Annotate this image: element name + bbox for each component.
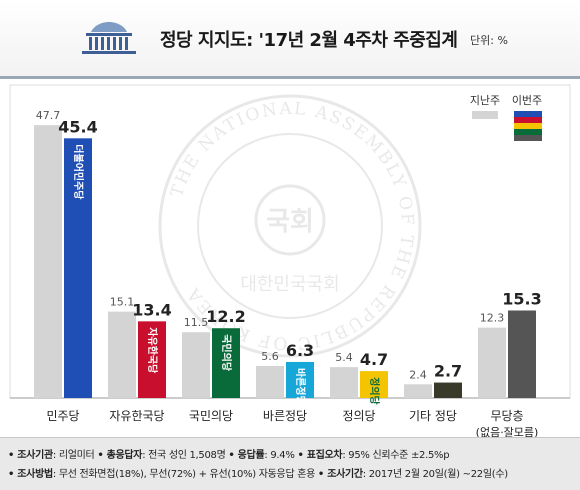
watermark-seal-circle (254, 184, 326, 256)
category-label: 자유한국당 (109, 409, 164, 423)
survey-info-value: : 리얼미터 (52, 450, 98, 461)
data-label-last-week: 5.6 (261, 350, 279, 363)
bar-last-week (108, 311, 136, 398)
data-label-last-week: 47.7 (36, 109, 61, 122)
watermark-inner-ring (197, 133, 383, 319)
data-label-this-week: 12.2 (206, 307, 245, 326)
legend-swatch-stripe (514, 135, 542, 141)
page-title: 정당 지지도: '17년 2월 4주차 주중집계 (160, 30, 458, 51)
category-label: 민주당 (46, 409, 79, 423)
category-label: 무당층 (490, 409, 523, 423)
survey-info-value: : 전국 성인 1,508명 (142, 450, 229, 461)
watermark-inner-text: 대한민국국회 (240, 274, 339, 295)
category-label: 국민의당 (189, 409, 233, 423)
bar-last-week (404, 384, 432, 398)
survey-info-label: • 표집오차 (297, 450, 343, 461)
bar-last-week (478, 327, 506, 398)
bar-last-week (330, 367, 358, 398)
survey-info-label: • 조사기관 (8, 450, 53, 461)
survey-info-label: • 조사기간 (317, 469, 363, 480)
legend-swatch-stripe (514, 129, 542, 135)
category-label: 바른정당 (263, 409, 307, 423)
watermark-seal-text: 국회 (266, 207, 314, 237)
party-logo: 바른정당 (294, 368, 307, 406)
data-label-this-week: 13.4 (132, 300, 171, 319)
bar-last-week (34, 125, 62, 398)
data-label-last-week: 15.1 (110, 296, 135, 309)
bar-this-week (64, 138, 92, 398)
category-label: 정의당 (342, 409, 375, 423)
data-label-this-week: 6.3 (286, 341, 314, 360)
data-label-last-week: 5.4 (335, 351, 353, 364)
survey-info-value: : 2017년 2월 20일(월) ~22일(수) (362, 469, 508, 480)
bar-this-week (360, 371, 388, 398)
survey-info-label: • 응답률 (228, 450, 265, 461)
survey-info-value: : 95% 신뢰수준 ±2.5%p (342, 450, 450, 461)
legend-swatch-this-week (514, 111, 542, 141)
data-label-last-week: 2.4 (409, 368, 427, 381)
survey-info-footer: • 조사기관: 리얼미터 • 총응답자: 전국 성인 1,508명 • 응답률:… (0, 437, 580, 490)
header-divider (0, 76, 580, 79)
bar-this-week (212, 328, 240, 398)
party-logo: 더불어민주당 (72, 144, 85, 200)
header: 정당 지지도: '17년 2월 4주차 주중집계 단위: % (0, 0, 580, 76)
bar-this-week (508, 310, 536, 398)
legend-swatch-stripe (514, 123, 542, 129)
survey-info-line-2: • 조사방법: 무선 전화면접(18%), 무선(72%) + 유선(10%) … (8, 465, 508, 480)
category-sublabel: (없음·잘모름) (476, 426, 539, 437)
bar-last-week (256, 365, 284, 398)
data-label-this-week: 15.3 (502, 289, 541, 308)
survey-info-label: • 총응답자 (97, 450, 143, 461)
unit-label: 단위: % (470, 34, 508, 47)
national-assembly-building-icon (82, 22, 136, 54)
legend-label-this-week: 이번주 (512, 94, 542, 107)
legend-swatch-stripe (514, 111, 542, 117)
data-label-last-week: 11.5 (184, 316, 209, 329)
data-label-this-week: 4.7 (360, 350, 388, 369)
data-label-this-week: 45.4 (58, 117, 97, 136)
bar-this-week (286, 361, 314, 398)
survey-info-line-1: • 조사기관: 리얼미터 • 총응답자: 전국 성인 1,508명 • 응답률:… (8, 446, 450, 461)
data-label-this-week: 2.7 (434, 362, 462, 381)
watermark-outer-ring (158, 94, 422, 358)
legend: 지난주 이번주 (470, 94, 542, 141)
survey-info-value: : 9.4% (264, 450, 298, 461)
legend-swatch-last-week (472, 111, 498, 119)
bar-chart: THE NATIONAL ASSEMBLY OF THE REPUBLIC OF… (9, 84, 571, 437)
legend-swatch-stripe (514, 117, 542, 123)
bar-this-week (434, 382, 462, 398)
survey-info-label: • 조사방법 (8, 469, 53, 480)
party-logo: 국민의당 (220, 334, 233, 372)
category-label: 기타 정당 (409, 409, 457, 423)
party-logo: 정의당 (368, 377, 381, 405)
bar-last-week (182, 332, 210, 398)
survey-info-value: : 무선 전화면접(18%), 무선(72%) + 유선(10%) 자동응답 혼… (52, 469, 318, 480)
party-logo: 자유한국당 (146, 327, 159, 374)
bar-this-week (138, 321, 166, 398)
data-label-last-week: 12.3 (480, 312, 505, 325)
legend-label-last-week: 지난주 (470, 94, 500, 107)
